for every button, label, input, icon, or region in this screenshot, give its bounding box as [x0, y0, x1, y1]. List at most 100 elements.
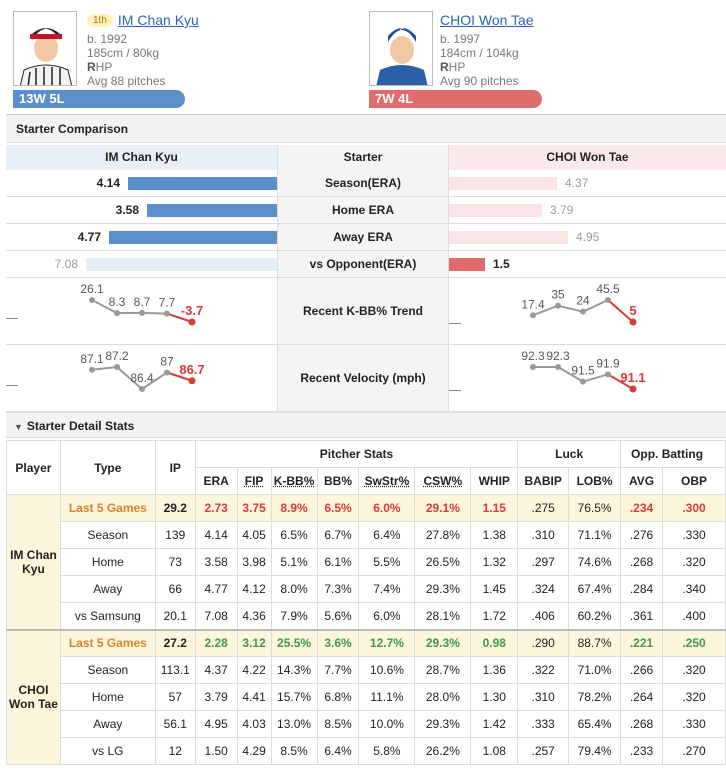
stat-cell: 12.7%	[358, 628, 416, 657]
stat-cell: 10.6%	[358, 656, 416, 684]
trend-point	[530, 364, 536, 370]
sparkline: 17.4 35 24 45.5 5	[521, 282, 637, 326]
comparison-row: 7.08 vs Opponent(ERA) 1.5	[6, 251, 726, 278]
col-swstr: SwStr%	[358, 467, 416, 495]
table-row: vs LG 12 1.50 4.29 8.5% 6.4% 5.8% 26.2% 1.08.257…	[7, 737, 726, 765]
stat-cell: 7.4%	[358, 575, 416, 603]
stat-cell: 4.03	[236, 710, 272, 738]
stat-cell: 1.50	[194, 737, 238, 765]
svg-text:S: S	[399, 27, 404, 36]
trend-point	[605, 297, 611, 303]
comparison-row: 4.14 Season(ERA) 4.37	[6, 170, 726, 197]
table-row: CHOI Won Tae Last 5 Games 27.2 2.28 3.12 25.5…	[6, 628, 726, 765]
left-value: 4.14	[96, 176, 120, 190]
stat-cell: 1.38	[470, 521, 519, 549]
stat-cell: 4.77	[194, 575, 238, 603]
right-bar	[449, 204, 542, 217]
col-player: Player	[6, 440, 61, 495]
table-row: Home 73 3.58 3.98 5.1% 6.1% 5.5% 26.5% 1.32.297 7…	[7, 548, 726, 576]
caret-down-icon: ▼	[14, 422, 23, 432]
trend-line-segment	[607, 299, 634, 323]
stat-cell: 27.8%	[414, 521, 472, 549]
trend-point	[580, 378, 586, 385]
trend-point	[188, 318, 196, 326]
trend-point	[139, 309, 145, 316]
stat-cell: .333	[517, 710, 570, 738]
col-babip: BABIP	[517, 467, 570, 495]
trend-point	[580, 308, 586, 315]
stat-cell: 7.3%	[316, 575, 360, 603]
split-type: Last 5 Games	[59, 628, 156, 657]
trend-point	[164, 369, 170, 376]
trend-line-segment	[532, 304, 559, 317]
col-lob: LOB%	[568, 467, 622, 495]
mid-column-header: Starter	[277, 145, 449, 170]
trend-line-segment	[582, 373, 609, 383]
stat-cell: 29.1%	[414, 494, 472, 522]
trend-value-label: 91.1	[620, 370, 645, 385]
detail-section-title: Starter Detail Stats	[26, 419, 135, 433]
split-type: Home	[59, 683, 156, 711]
trend-label: Recent K-BB% Trend	[277, 278, 449, 344]
stat-cell: 1.32	[470, 548, 519, 576]
stat-cell: .330	[662, 521, 726, 549]
avg-pitches: Avg 90 pitches	[440, 74, 519, 88]
trend-value-label: -3.7	[181, 303, 203, 318]
col-whip: WHIP	[470, 467, 519, 495]
stat-cell: .268	[620, 548, 663, 576]
stat-cell: .406	[517, 602, 570, 630]
stat-cell: 74.6%	[568, 548, 622, 576]
stat-cell: 4.12	[236, 575, 272, 603]
trend-line-segment	[582, 299, 609, 313]
stat-cell: .310	[517, 683, 570, 711]
stat-cell: 1.08	[470, 737, 519, 765]
stat-cell: 8.5%	[270, 737, 318, 765]
throws-hand: R	[440, 60, 449, 74]
stat-cell: .234	[620, 494, 663, 522]
stat-cell: 5.5%	[358, 548, 416, 576]
stat-cell: 5.6%	[316, 602, 360, 630]
stat-cell: 13.0%	[270, 710, 318, 738]
left-value: 3.58	[115, 203, 139, 217]
axis-tick	[6, 385, 18, 386]
stat-cell: 4.95	[194, 710, 238, 738]
trend-value-label: 92.3	[546, 349, 570, 363]
trend-point	[188, 377, 196, 385]
stat-cell: 6.0%	[358, 494, 416, 522]
trend-value-label: 91.9	[596, 356, 620, 370]
left-value: 4.77	[77, 230, 101, 244]
throws-pos: HP	[95, 60, 113, 74]
trend-point	[89, 366, 95, 373]
player-name-home-text: IM Chan Kyu	[117, 12, 199, 28]
trend-label: Recent Velocity (mph)	[277, 345, 449, 411]
trend-value-label: 26.1	[80, 282, 104, 296]
sparkline: 87.1 87.286.4 87 86.7	[80, 349, 205, 392]
stat-cell: .268	[620, 710, 663, 738]
ip-cell: 73	[154, 548, 196, 576]
group-pitcher-stats: Pitcher Stats	[194, 440, 519, 468]
col-ip: IP	[154, 440, 196, 495]
split-type: vs Samsung	[59, 602, 156, 630]
player-name-away[interactable]: CHOI Won Tae	[440, 12, 534, 28]
trend-point	[629, 385, 637, 393]
trend-value-label: 86.4	[130, 371, 154, 385]
table-row: IM Chan Kyu Last 5 Games 29.2 2.73 3.75 8.9% 6…	[6, 494, 726, 630]
player-info-home: b. 1992 185cm / 80kg RHP Avg 88 pitches	[87, 32, 166, 88]
starter-comparison: Starter Comparison IM Chan Kyu Starter C…	[6, 114, 726, 414]
stat-cell: 3.58	[194, 548, 238, 576]
player-name-home[interactable]: 1th IM Chan Kyu	[87, 12, 199, 28]
stat-cell: .270	[662, 737, 726, 765]
player-name-cell: CHOI Won Tae	[6, 628, 61, 765]
detail-section-header[interactable]: ▼ Starter Detail Stats	[6, 412, 726, 438]
stat-cell: .361	[620, 602, 663, 630]
throws: RHP	[440, 60, 519, 74]
stat-cell: .221	[620, 628, 663, 657]
col-bb: BB%	[316, 467, 360, 495]
stat-cell: 3.79	[194, 683, 238, 711]
metric-label: Season(ERA)	[277, 170, 449, 196]
trend-value-label: 24	[576, 294, 590, 308]
split-type: Last 5 Games	[59, 494, 156, 522]
right-bar	[449, 231, 568, 244]
stat-cell: 71.0%	[568, 656, 622, 684]
left-bar	[128, 177, 277, 190]
